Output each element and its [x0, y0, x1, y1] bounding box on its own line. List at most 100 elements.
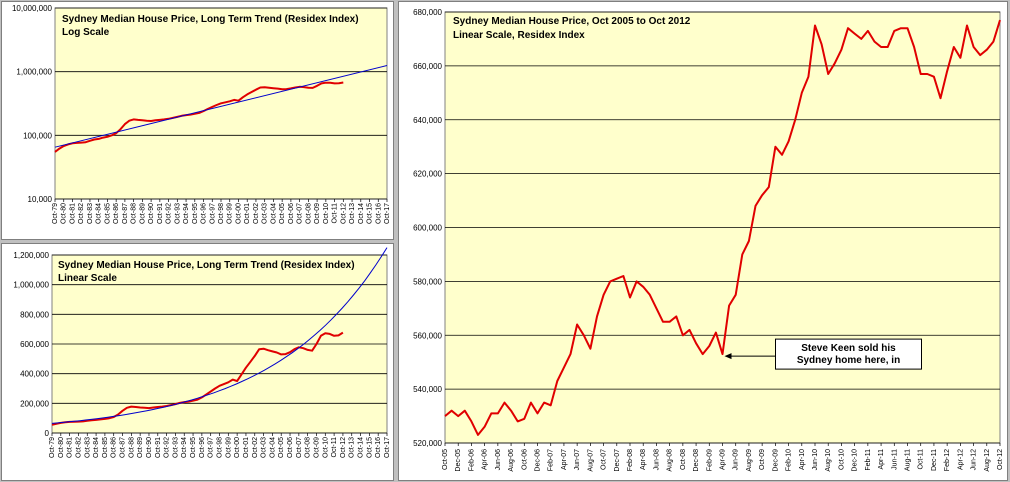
y-tick-label: 640,000	[413, 116, 442, 125]
y-tick-label: 200,000	[20, 399, 49, 408]
x-tick-label: Aug-11	[905, 449, 912, 471]
x-tick-label: Feb-12	[944, 449, 951, 471]
x-tick-label: Oct-95	[192, 203, 199, 224]
x-tick-label: Oct-08	[305, 203, 312, 224]
x-tick-label: Dec-11	[931, 449, 938, 471]
x-tick-label: Dec-08	[693, 449, 700, 472]
trend-series-line	[51, 247, 388, 424]
x-tick-label: Oct-87	[122, 203, 129, 224]
x-tick-label: Oct-07	[601, 449, 608, 470]
x-tick-label: Oct-03	[262, 203, 269, 224]
x-tick-label: Apr-09	[720, 449, 727, 470]
x-tick-label: Oct-91	[155, 437, 162, 458]
x-tick-label: Aug-12	[984, 449, 991, 472]
y-tick-label: 600,000	[413, 224, 442, 233]
y-tick-label: 0	[45, 429, 50, 438]
annotation-box	[775, 338, 922, 370]
x-tick-label: Oct-85	[104, 203, 111, 224]
x-tick-label: Oct-11	[331, 437, 338, 458]
x-tick-label: Apr-06	[482, 449, 489, 470]
x-tick-label: Oct-96	[201, 203, 208, 224]
annotation-arrowhead	[724, 353, 732, 360]
x-tick-label: Oct-17	[384, 437, 391, 458]
chart-title-line: Sydney Median House Price, Oct 2005 to O…	[453, 16, 691, 27]
x-tick-label: Aug-10	[825, 449, 832, 472]
x-tick-label: Oct-97	[209, 203, 216, 224]
x-tick-label: Oct-80	[58, 437, 65, 458]
y-tick-label: 620,000	[413, 170, 442, 179]
x-tick-label: Oct-91	[157, 203, 164, 224]
x-tick-label: Oct-08	[680, 449, 687, 470]
x-tick-label: Oct-82	[78, 203, 85, 224]
x-tick-label: Oct-10	[323, 203, 330, 224]
x-tick-label: Jun-08	[653, 449, 660, 471]
linear-scale-chart: 0 200,000 400,000 600,000 800,000 1,000,000 1,…	[13, 247, 391, 458]
chart-title-line: Log Scale	[62, 27, 110, 38]
y-tick-label: 400,000	[20, 370, 49, 379]
x-tick-label: Oct-07	[297, 203, 304, 224]
y-tick-label: 520,000	[413, 439, 442, 448]
y-tick-label: 10,000	[28, 195, 53, 204]
x-tick-label: Feb-07	[548, 449, 555, 471]
x-tick-label: Oct-13	[349, 203, 356, 224]
annotation-text-line: Sydney home here, in	[797, 355, 900, 366]
x-tick-label: Oct-99	[227, 203, 234, 224]
x-tick-label: Oct-82	[75, 437, 82, 458]
y-tick-label: 680,000	[413, 8, 442, 17]
x-tick-label: Oct-16	[375, 437, 382, 458]
x-tick-label: Oct-04	[269, 437, 276, 458]
x-tick-label: Oct-98	[218, 203, 225, 224]
x-tick-label: Oct-14	[358, 203, 365, 224]
chart-title-line: Sydney Median House Price, Long Term Tre…	[58, 260, 355, 271]
x-tick-label: Oct-11	[918, 449, 925, 470]
x-tick-label: Oct-09	[313, 437, 320, 458]
x-tick-label: Oct-87	[120, 437, 127, 458]
x-tick-label: Oct-16	[375, 203, 382, 224]
x-tick-label: Oct-94	[183, 203, 190, 224]
x-tick-label: Oct-90	[146, 437, 153, 458]
y-tick-label: 100,000	[23, 131, 52, 140]
x-tick-label: Oct-83	[84, 437, 91, 458]
recent-chart-panel: 520,000 540,000 560,000 580,000 600,000 620,0…	[398, 1, 1008, 481]
x-tick-label: Oct-09	[759, 449, 766, 470]
x-tick-label: Aug-07	[587, 449, 594, 472]
x-tick-label: Aug-06	[508, 449, 515, 472]
x-tick-label: Oct-84	[96, 203, 103, 224]
price-series-line	[51, 331, 344, 426]
x-tick-label: Oct-08	[305, 437, 312, 458]
x-tick-label: Oct-04	[270, 203, 277, 224]
y-tick-label: 800,000	[20, 310, 49, 319]
x-tick-label: Dec-09	[772, 449, 779, 472]
x-tick-label: Jun-12	[971, 449, 978, 471]
chart-title-line: Linear Scale, Residex Index	[453, 30, 585, 41]
y-tick-label: 600,000	[20, 340, 49, 349]
x-tick-label: Oct-83	[87, 203, 94, 224]
x-tick-label: Oct-14	[358, 437, 365, 458]
x-tick-label: Jun-07	[574, 449, 581, 471]
x-tick-label: Feb-11	[865, 449, 872, 471]
x-tick-label: Aug-09	[746, 449, 753, 472]
annotation-text-line: Steve Keen sold his	[801, 343, 896, 354]
x-tick-label: Oct-10	[322, 437, 329, 458]
chart-title-line: Sydney Median House Price, Long Term Tre…	[62, 14, 359, 25]
recent-trend-chart: 520,000 540,000 560,000 580,000 600,000 620,0…	[413, 8, 1004, 472]
x-tick-label: Oct-12	[997, 449, 1004, 470]
x-tick-label: Oct-07	[296, 437, 303, 458]
x-tick-label: Oct-96	[199, 437, 206, 458]
x-tick-label: Apr-12	[957, 449, 964, 470]
x-tick-label: Jun-09	[733, 449, 740, 471]
x-tick-label: Oct-05	[442, 449, 449, 470]
x-tick-label: Apr-07	[561, 449, 568, 470]
x-tick-label: Oct-12	[340, 437, 347, 458]
x-tick-label: Oct-09	[314, 203, 321, 224]
x-tick-label: Oct-79	[49, 437, 56, 458]
x-tick-label: Dec-10	[852, 449, 859, 472]
x-tick-label: Jun-10	[812, 449, 819, 471]
x-tick-label: Jun-06	[495, 449, 502, 471]
x-tick-label: Dec-06	[535, 449, 542, 472]
y-tick-label: 1,000,000	[13, 281, 49, 290]
x-tick-label: Oct-98	[217, 437, 224, 458]
x-tick-label: Oct-13	[349, 437, 356, 458]
y-tick-label: 1,200,000	[13, 251, 49, 260]
x-tick-label: Feb-09	[706, 449, 713, 471]
